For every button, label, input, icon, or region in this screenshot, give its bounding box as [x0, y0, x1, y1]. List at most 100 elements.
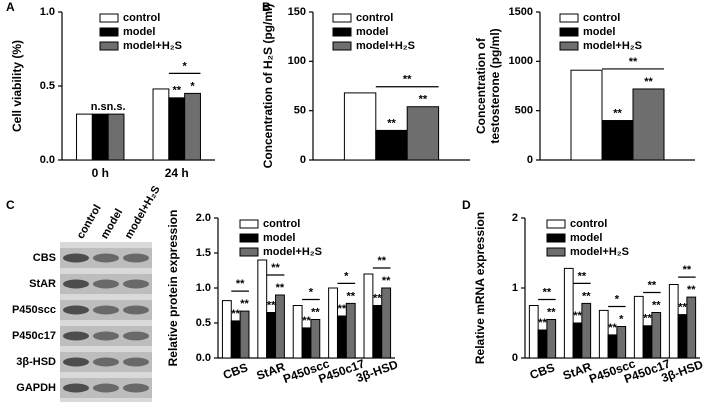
blot-band: [63, 253, 89, 263]
y-tick-label: 1.0: [196, 282, 211, 294]
x-tick-label: StAR: [255, 360, 288, 383]
bar: [528, 305, 539, 359]
bar: [598, 309, 609, 359]
legend-label: model+H₂S: [123, 40, 182, 52]
significance-mark: **: [267, 299, 276, 311]
legend-label: model: [123, 26, 155, 38]
significance-mark: **: [338, 303, 347, 315]
comparison-mark: **: [578, 270, 587, 282]
bar: [537, 329, 548, 359]
y-tick-label: 500: [515, 105, 533, 117]
x-tick-label: CBS: [221, 360, 250, 382]
significance-mark: **: [382, 275, 391, 287]
bar: [651, 312, 662, 359]
y-axis-label: testosterone (pg/ml): [488, 28, 502, 143]
bar: [546, 319, 557, 359]
panel-label: D: [462, 198, 471, 212]
significance-mark: **: [311, 306, 320, 318]
bar: [310, 319, 321, 359]
blot-band: [123, 305, 149, 315]
bar: [152, 88, 170, 161]
bar: [168, 97, 186, 161]
significance-mark: **: [276, 282, 285, 294]
legend-swatch: [546, 219, 566, 229]
bar: [230, 320, 241, 359]
bar: [301, 327, 312, 359]
blot-row-label: StAR: [29, 278, 56, 290]
legend-label: model+H₂S: [356, 40, 415, 52]
bar: [343, 92, 377, 161]
significance-mark: n.s.: [107, 101, 126, 113]
legend-swatch: [546, 233, 566, 243]
significance-mark: *: [190, 80, 195, 92]
y-tick-label: 1000: [509, 55, 533, 67]
blot-band: [123, 331, 149, 341]
legend-swatch: [99, 13, 119, 23]
significance-mark: **: [652, 299, 661, 311]
bar: [328, 287, 338, 359]
bar: [677, 314, 688, 359]
blot-band: [93, 357, 119, 367]
legend-swatch: [239, 247, 259, 257]
bar: [601, 120, 634, 161]
significance-mark: **: [678, 302, 687, 314]
blot-row-label: P450c17: [12, 330, 56, 342]
y-axis-label: Concentration of H₂S (pg/ml): [261, 4, 275, 169]
comparison-mark: **: [543, 286, 552, 298]
blot-band: [93, 331, 119, 341]
bar: [239, 310, 250, 359]
blot-band: [63, 279, 89, 289]
bar: [633, 295, 644, 359]
legend-label: control: [263, 218, 300, 230]
blot-band: [93, 305, 119, 315]
significance-mark: **: [608, 322, 617, 334]
legend-swatch: [559, 27, 579, 37]
comparison-mark: **: [403, 74, 412, 86]
y-tick-label: 1.0: [40, 6, 55, 18]
blot-band: [93, 279, 119, 289]
bar: [257, 259, 268, 359]
bar: [581, 302, 592, 359]
comparison-mark: **: [236, 278, 245, 290]
bar: [363, 273, 374, 359]
blot-column-label: model: [99, 207, 126, 241]
comparison-mark: *: [615, 293, 620, 305]
bar: [406, 106, 440, 161]
legend-label: control: [570, 218, 607, 230]
significance-mark: **: [387, 117, 396, 129]
y-tick-label: 1.5: [196, 247, 211, 259]
blot-row-label: GAPDH: [16, 382, 56, 394]
bar: [570, 69, 603, 161]
panel-label: C: [6, 198, 15, 212]
legend-swatch: [559, 13, 579, 23]
significance-mark: **: [582, 290, 591, 302]
legend-swatch: [332, 13, 352, 23]
blot-band: [93, 383, 119, 393]
blot-row-label: 3β-HSD: [16, 356, 56, 368]
legend-label: model: [583, 26, 615, 38]
significance-mark: **: [538, 317, 547, 329]
blot-band: [63, 357, 89, 367]
legend-label: model: [356, 26, 388, 38]
legend-swatch: [239, 219, 259, 229]
significance-mark: **: [373, 292, 382, 304]
legend-label: model: [263, 232, 295, 244]
y-tick-label: 0: [512, 352, 518, 364]
legend-label: model+H₂S: [583, 40, 642, 52]
bar: [91, 113, 109, 161]
blot-band: [123, 383, 149, 393]
blot-band: [63, 305, 89, 315]
bar: [607, 334, 618, 359]
y-tick-label: 0.0: [40, 154, 55, 166]
significance-mark: **: [643, 313, 652, 325]
y-tick-label: 0: [527, 154, 533, 166]
bar: [381, 287, 392, 359]
x-tick-label: 0 h: [92, 166, 109, 180]
bar: [642, 325, 653, 359]
significance-mark: **: [240, 298, 249, 310]
significance-mark: **: [687, 284, 696, 296]
legend-swatch: [99, 41, 119, 51]
blot-band: [123, 253, 149, 263]
y-tick-label: 150: [288, 6, 306, 18]
